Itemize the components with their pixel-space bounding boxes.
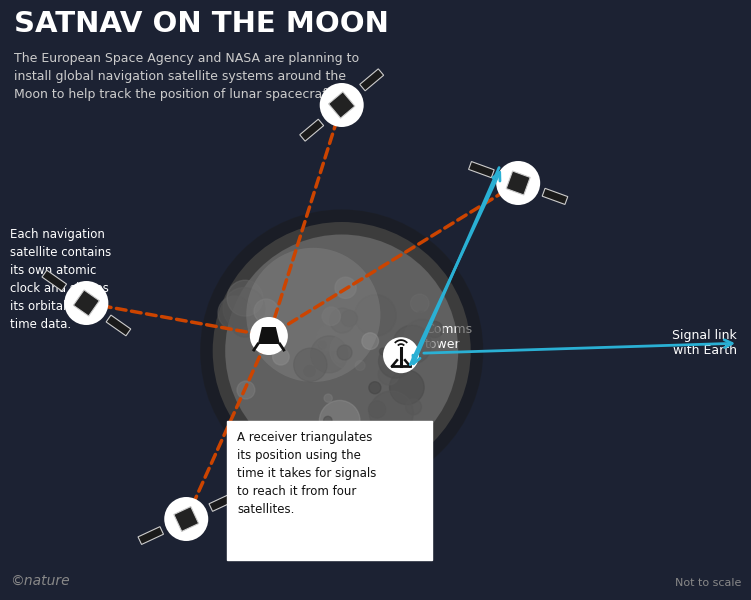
- Circle shape: [273, 349, 289, 365]
- Circle shape: [427, 322, 443, 338]
- Text: Signal link
with Earth: Signal link with Earth: [672, 329, 737, 357]
- Polygon shape: [106, 315, 131, 336]
- Circle shape: [354, 295, 397, 336]
- Circle shape: [390, 370, 424, 404]
- Polygon shape: [173, 506, 199, 532]
- Circle shape: [379, 348, 386, 355]
- Circle shape: [369, 382, 381, 394]
- Polygon shape: [542, 188, 568, 205]
- Circle shape: [294, 348, 327, 382]
- Polygon shape: [360, 69, 384, 91]
- Polygon shape: [300, 119, 324, 141]
- Circle shape: [246, 248, 381, 382]
- Circle shape: [227, 280, 263, 316]
- FancyBboxPatch shape: [227, 421, 433, 560]
- Circle shape: [337, 345, 352, 360]
- Circle shape: [319, 400, 360, 441]
- Circle shape: [330, 332, 367, 369]
- Circle shape: [230, 307, 261, 337]
- Circle shape: [311, 336, 348, 373]
- Text: Not to scale: Not to scale: [674, 578, 741, 588]
- Circle shape: [317, 325, 343, 351]
- Polygon shape: [74, 290, 99, 316]
- Wedge shape: [394, 339, 408, 344]
- Circle shape: [164, 497, 208, 541]
- Circle shape: [237, 381, 255, 399]
- Circle shape: [379, 344, 412, 378]
- Polygon shape: [138, 527, 164, 544]
- Polygon shape: [258, 327, 280, 344]
- Circle shape: [379, 364, 399, 385]
- Polygon shape: [209, 494, 234, 511]
- Polygon shape: [506, 171, 530, 195]
- Circle shape: [369, 401, 386, 418]
- Circle shape: [250, 317, 288, 355]
- Circle shape: [223, 287, 265, 329]
- Circle shape: [404, 319, 440, 355]
- Polygon shape: [328, 92, 355, 118]
- Circle shape: [272, 430, 279, 437]
- Circle shape: [369, 391, 413, 435]
- Circle shape: [318, 341, 326, 349]
- Circle shape: [65, 281, 108, 325]
- Text: Each navigation
satellite contains
its own atomic
clock and shares
its orbital a: Each navigation satellite contains its o…: [10, 228, 111, 331]
- Circle shape: [324, 394, 332, 402]
- Circle shape: [417, 311, 426, 320]
- Circle shape: [330, 308, 354, 333]
- Text: ©nature: ©nature: [10, 574, 70, 588]
- Circle shape: [496, 161, 540, 205]
- Polygon shape: [469, 161, 494, 178]
- Circle shape: [393, 325, 432, 364]
- Circle shape: [324, 351, 344, 371]
- Circle shape: [218, 296, 252, 330]
- Circle shape: [411, 294, 429, 313]
- Circle shape: [335, 351, 345, 362]
- Text: Comms
tower: Comms tower: [425, 323, 472, 351]
- Circle shape: [383, 337, 419, 373]
- Text: The European Space Agency and NASA are planning to
install global navigation sat: The European Space Agency and NASA are p…: [14, 52, 359, 101]
- Circle shape: [362, 333, 379, 349]
- Polygon shape: [42, 270, 67, 291]
- Circle shape: [341, 310, 357, 326]
- Circle shape: [304, 365, 315, 377]
- Wedge shape: [397, 343, 405, 346]
- Circle shape: [213, 222, 471, 480]
- Circle shape: [324, 416, 332, 425]
- Circle shape: [320, 83, 363, 127]
- Circle shape: [254, 299, 278, 323]
- Text: SATNAV ON THE MOON: SATNAV ON THE MOON: [14, 10, 389, 38]
- Circle shape: [406, 399, 421, 415]
- Text: A receiver triangulates
its position using the
time it takes for signals
to reac: A receiver triangulates its position usi…: [237, 431, 376, 516]
- Circle shape: [322, 307, 340, 325]
- Circle shape: [355, 361, 365, 370]
- Circle shape: [335, 277, 356, 298]
